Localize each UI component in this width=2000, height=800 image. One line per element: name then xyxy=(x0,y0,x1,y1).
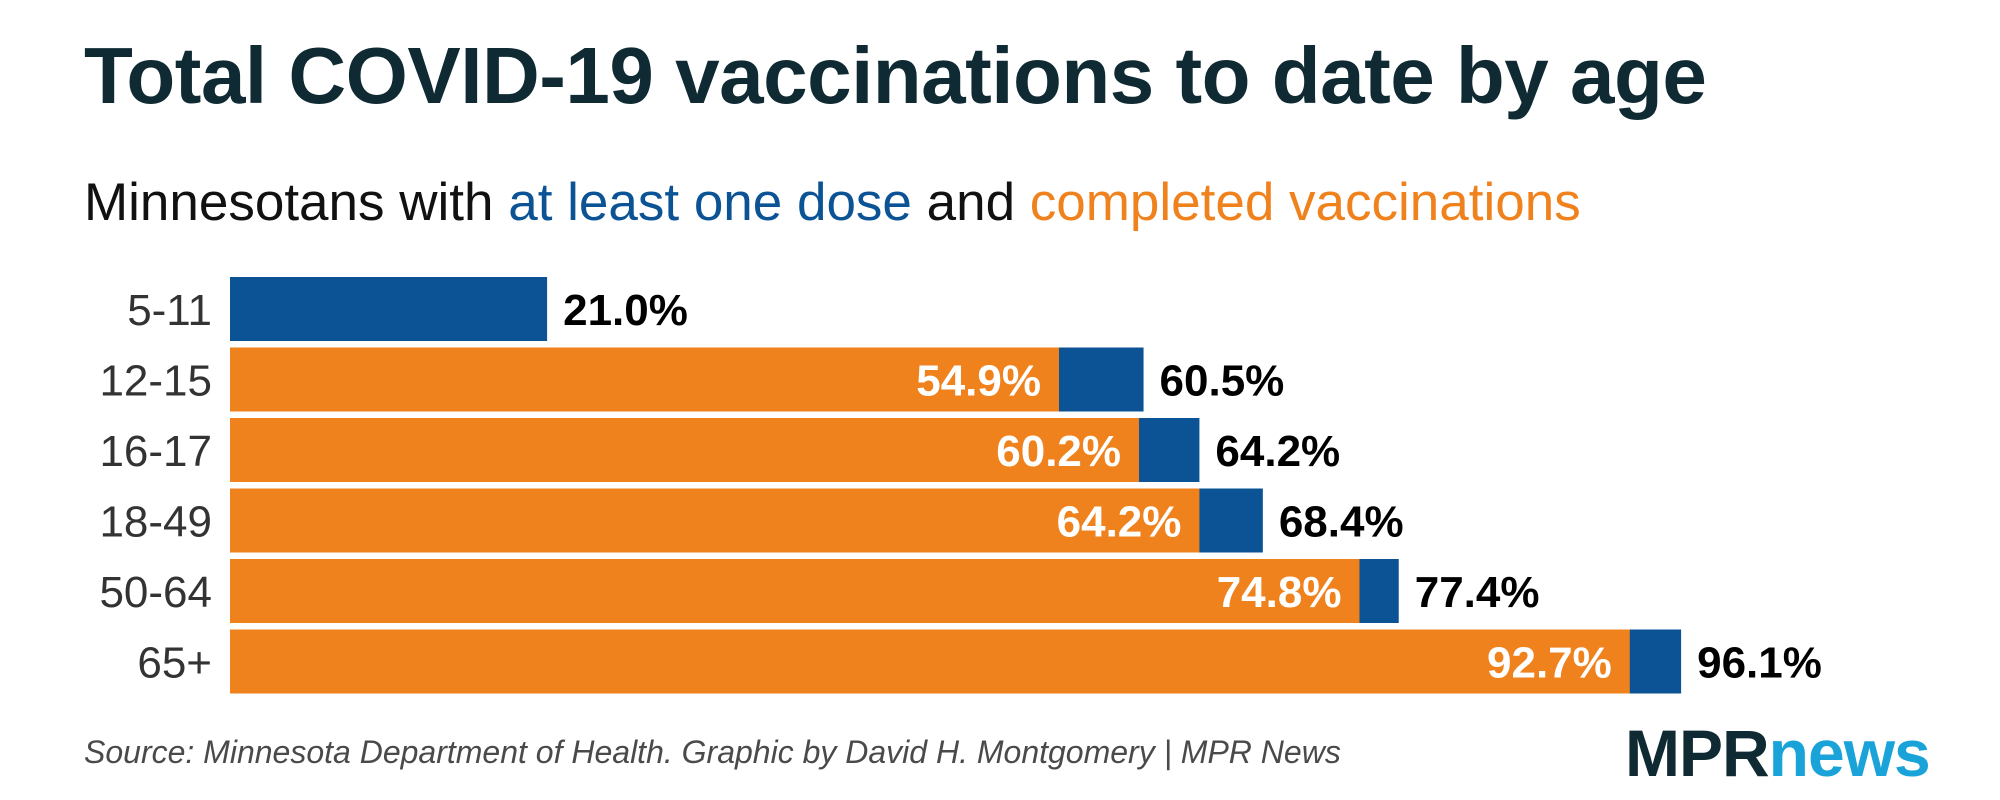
legend-completed-vaccinations: completed vaccinations xyxy=(1029,173,1581,232)
bar-completed-16-17 xyxy=(230,418,1140,482)
dose-label-18-49: 68.4% xyxy=(1279,498,1404,547)
completed-label-18-49: 64.2% xyxy=(1057,498,1182,547)
subtitle-prefix: Minnesotans with xyxy=(84,173,509,232)
completed-label-12-15: 54.9% xyxy=(916,357,1041,406)
completed-label-50-64: 74.8% xyxy=(1217,568,1342,617)
dose-label-16-17: 64.2% xyxy=(1215,427,1340,476)
dose-label-50-64: 77.4% xyxy=(1415,568,1540,617)
category-label-5-11: 5-11 xyxy=(127,286,212,335)
dose-label-5-11: 21.0% xyxy=(563,286,688,335)
category-label-18-49: 18-49 xyxy=(99,498,212,547)
legend-at-least-one-dose: at least one dose xyxy=(508,173,912,232)
category-label-65-plus: 65+ xyxy=(137,639,212,688)
mpr-news-logo: MPRnews xyxy=(1625,715,1931,791)
category-label-16-17: 16-17 xyxy=(99,427,212,476)
bar-dose-5-11 xyxy=(230,277,548,341)
chart-title: Total COVID-19 vaccinations to date by a… xyxy=(84,31,1707,120)
bar-completed-65-plus xyxy=(230,629,1630,694)
source-note: Source: Minnesota Department of Health. … xyxy=(84,734,1341,770)
completed-label-65-plus: 92.7% xyxy=(1487,639,1612,688)
logo-news: news xyxy=(1768,716,1931,790)
bar-chart: 5-11 21.0% 12-15 54.9% 60.5% 16-17 60.2% 64.2% 1… xyxy=(99,277,1822,694)
bar-completed-50-64 xyxy=(230,559,1360,623)
subtitle-joiner: and xyxy=(911,173,1030,232)
category-label-50-64: 50-64 xyxy=(99,568,212,617)
dose-label-12-15: 60.5% xyxy=(1160,357,1285,406)
dose-label-65-plus: 96.1% xyxy=(1697,639,1822,688)
bar-completed-18-49 xyxy=(230,488,1200,553)
bar-completed-12-15 xyxy=(230,347,1059,412)
category-label-12-15: 12-15 xyxy=(99,357,212,406)
chart-subtitle: Minnesotans with at least one dose and c… xyxy=(84,172,1581,233)
completed-label-16-17: 60.2% xyxy=(996,427,1121,476)
logo-mpr: MPR xyxy=(1625,716,1770,790)
